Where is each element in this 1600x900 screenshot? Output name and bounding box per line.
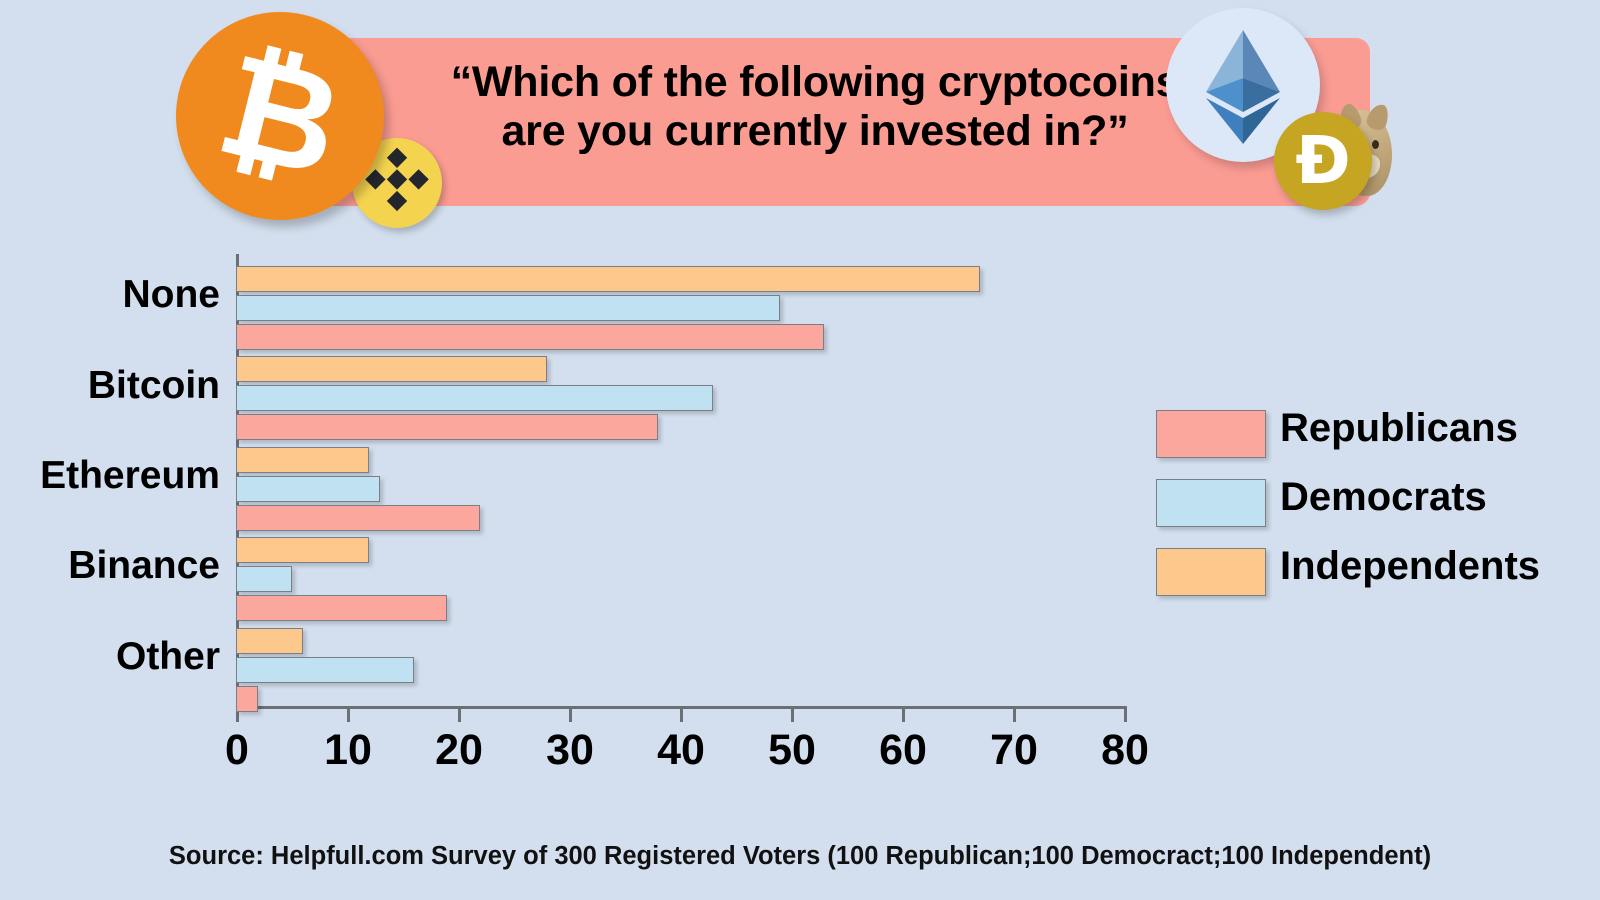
bar-chart: 0 10 20 30 40 50 60 70 80 None Bitcoin Ethereum Bin… <box>0 240 1600 780</box>
dogecoin-icon: Ð <box>1274 112 1372 210</box>
x-tick-label: 50 <box>768 726 816 774</box>
x-tick-label: 20 <box>435 726 483 774</box>
x-tick-label: 40 <box>657 726 705 774</box>
category-label-ethereum: Ethereum <box>40 454 220 497</box>
bar-democrats-other <box>236 656 414 683</box>
legend-label-republicans: Republicans <box>1280 406 1518 450</box>
x-tick <box>680 706 683 722</box>
legend-swatch-republicans <box>1156 410 1266 458</box>
legend-label-democrats: Democrats <box>1280 475 1487 519</box>
dogecoin-symbol: Ð <box>1295 122 1351 199</box>
x-tick <box>458 706 461 722</box>
x-tick-label: 70 <box>990 726 1038 774</box>
x-tick-label: 30 <box>546 726 594 774</box>
legend-swatch-independents <box>1156 548 1266 596</box>
category-label-binance: Binance <box>68 544 220 588</box>
x-tick <box>1124 706 1127 722</box>
legend-swatch-democrats <box>1156 479 1266 527</box>
bar-republicans-binance <box>236 595 447 622</box>
bar-republicans-ethereum <box>236 504 481 531</box>
x-tick <box>902 706 905 722</box>
x-tick <box>236 706 239 722</box>
category-label-none: None <box>122 273 221 317</box>
x-tick-label: 60 <box>879 726 927 774</box>
bar-independents-other <box>236 627 303 654</box>
bar-democrats-none <box>236 295 780 321</box>
page-title: “Which of the following cryptocoins are … <box>450 58 1180 156</box>
doge-eye-right <box>1372 140 1379 149</box>
category-label-bitcoin: Bitcoin <box>87 363 220 407</box>
x-tick-label: 10 <box>324 726 372 774</box>
bar-republicans-none <box>236 324 825 350</box>
x-tick <box>347 706 350 722</box>
legend-label-independents: Independents <box>1280 544 1541 588</box>
x-tick-label: 0 <box>225 726 249 774</box>
bar-independents-binance <box>236 537 370 564</box>
x-tick <box>791 706 794 722</box>
bar-independents-none <box>236 266 980 292</box>
bar-democrats-bitcoin <box>236 385 714 412</box>
ethereum-icon <box>1166 8 1320 162</box>
bar-republicans-other <box>236 685 259 712</box>
bar-independents-ethereum <box>236 446 370 473</box>
bitcoin-icon: ₿ <box>176 12 384 220</box>
source-note: Source: Helpfull.com Survey of 300 Regis… <box>168 842 1432 870</box>
x-tick <box>569 706 572 722</box>
x-tick <box>1013 706 1016 722</box>
x-tick-label: 80 <box>1101 726 1149 774</box>
bar-democrats-binance <box>236 566 292 593</box>
bar-independents-bitcoin <box>236 356 547 383</box>
bar-republicans-bitcoin <box>236 414 658 441</box>
category-label-other: Other <box>115 634 220 678</box>
bar-democrats-ethereum <box>236 475 381 502</box>
